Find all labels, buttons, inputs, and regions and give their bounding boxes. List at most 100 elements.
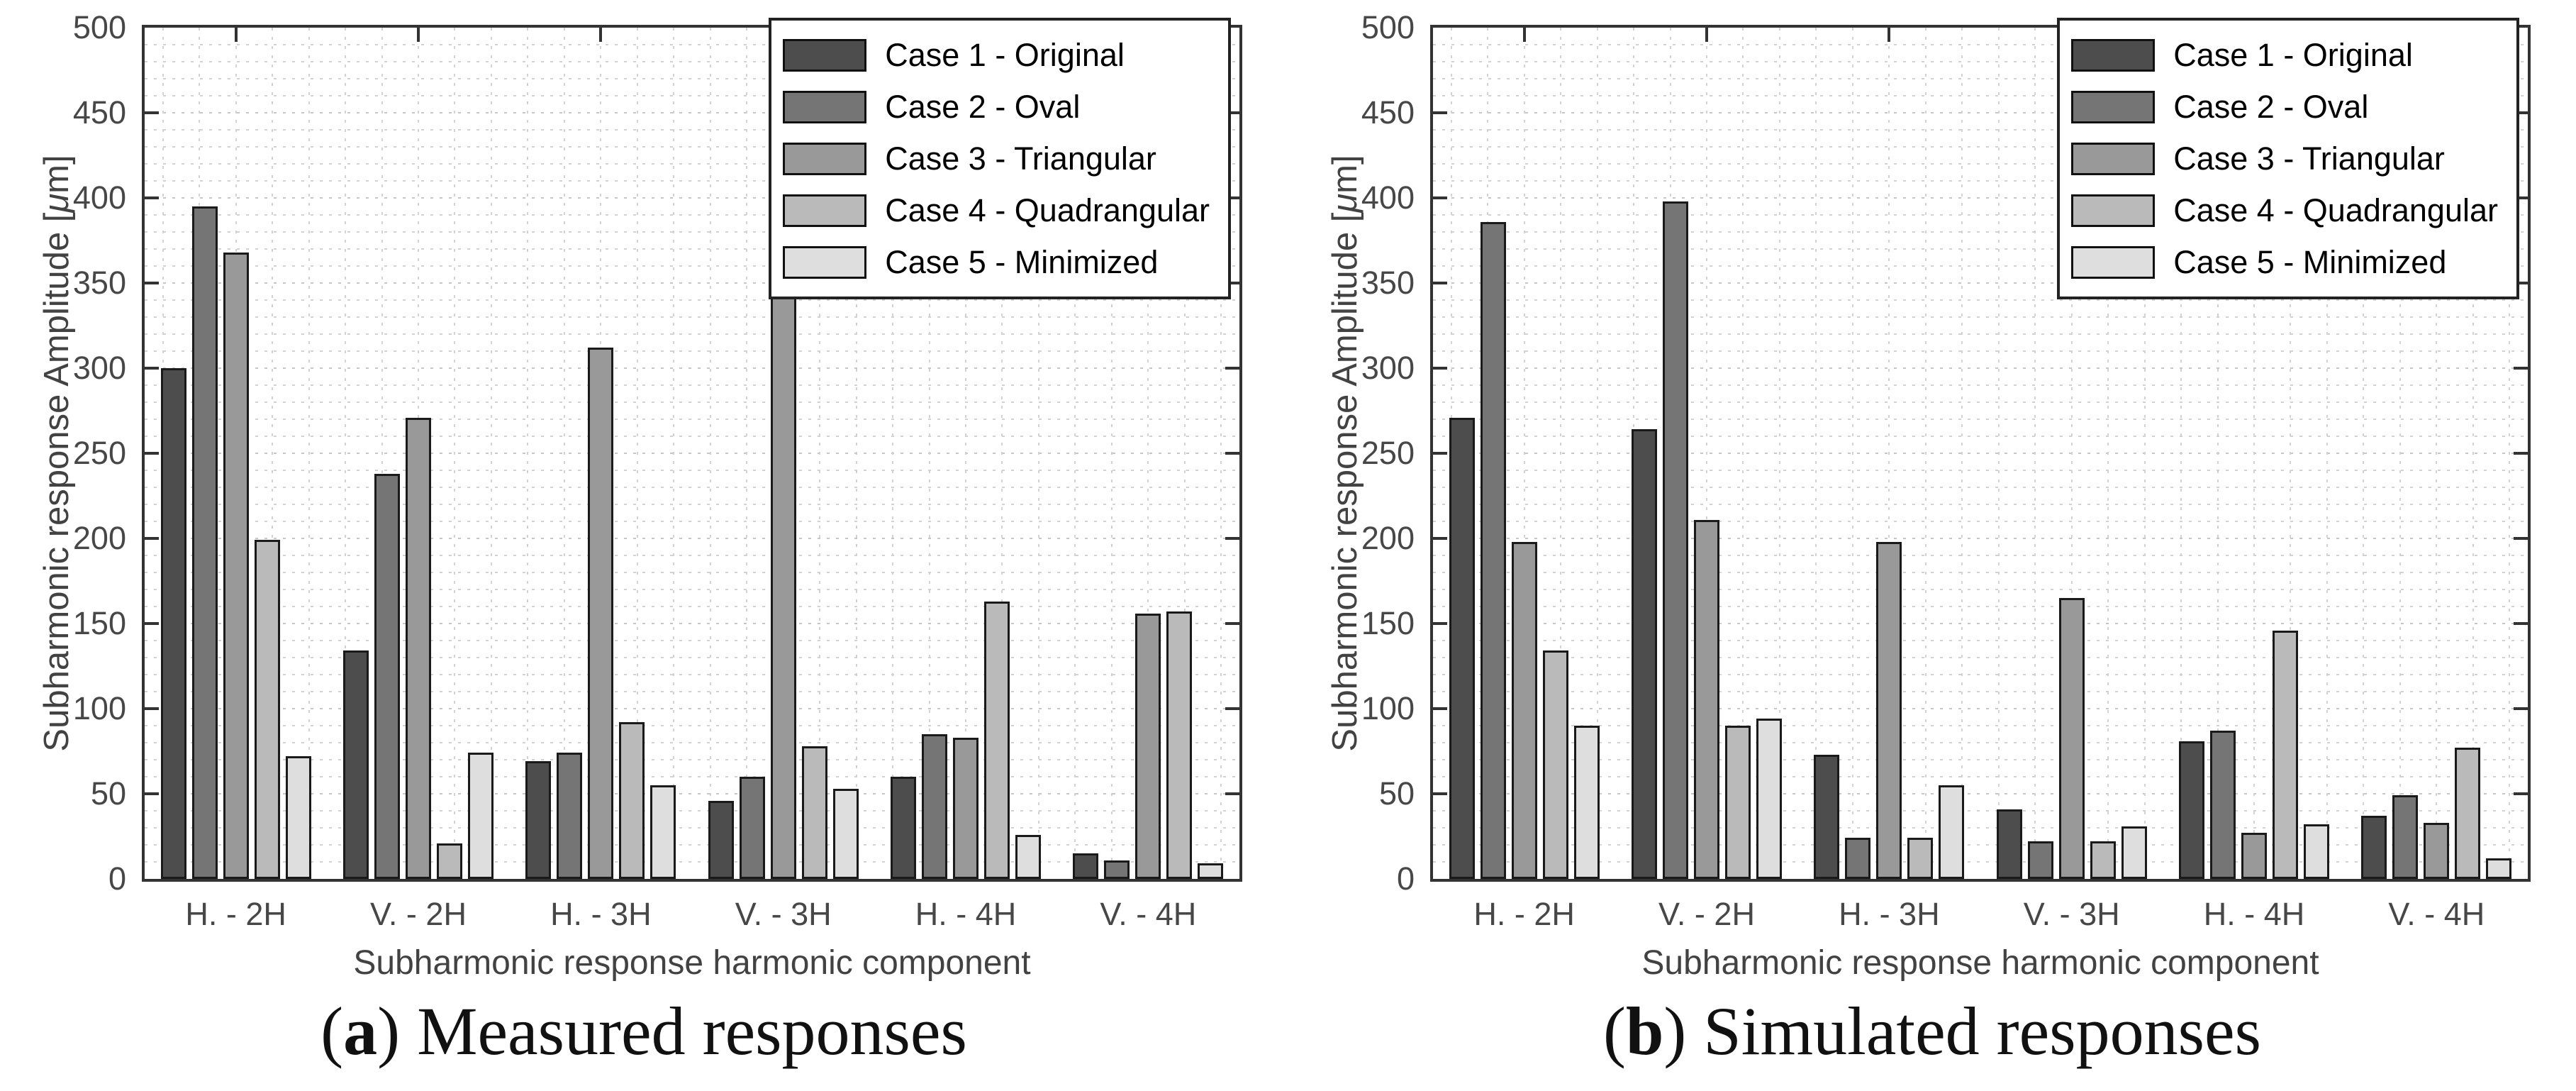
- x-tick-label: H. - 3H: [1839, 896, 1940, 932]
- legend-swatch: [783, 90, 867, 123]
- caption-paren-close: ): [377, 993, 401, 1069]
- gridline-horizontal: [145, 844, 1239, 846]
- gridline-horizontal: [1433, 555, 2528, 556]
- bar: [525, 761, 552, 879]
- gridline-horizontal: [1433, 861, 2528, 863]
- legend-row: Case 3 - Triangular: [783, 133, 1210, 184]
- y-tick-mark: [2514, 282, 2528, 284]
- gridline-horizontal: [1433, 333, 2528, 335]
- y-tick-mark: [1225, 452, 1239, 455]
- legend-swatch: [2071, 142, 2156, 175]
- bar: [223, 252, 249, 879]
- y-tick-mark: [1433, 622, 1447, 625]
- x-tick-label: H. - 2H: [1473, 896, 1575, 932]
- bar: [2121, 826, 2147, 879]
- gridline-horizontal: [145, 384, 1239, 386]
- legend-swatch: [2071, 194, 2156, 227]
- gridline-horizontal: [1433, 197, 2528, 199]
- bar: [1449, 417, 1475, 879]
- bar: [1073, 853, 1099, 879]
- gridline-vertical: [819, 28, 821, 879]
- bar: [1573, 726, 1600, 879]
- gridline-horizontal: [145, 282, 1239, 284]
- gridline-vertical: [965, 28, 966, 879]
- gridline-vertical: [1074, 28, 1076, 879]
- bar: [1694, 519, 1719, 879]
- legend-row: Case 2 - Oval: [783, 81, 1210, 133]
- x-tick-label: H. - 2H: [185, 896, 286, 932]
- y-tick-mark: [1433, 111, 1447, 114]
- bar: [2361, 816, 2387, 879]
- y-tick-mark: [1225, 196, 1239, 199]
- gridline-horizontal: [145, 572, 1239, 573]
- gridline-horizontal: [145, 861, 1239, 863]
- gridline-vertical: [636, 28, 638, 879]
- y-tick-label: 450: [72, 94, 126, 131]
- gridline-horizontal: [145, 44, 1239, 45]
- x-tick-label: V. - 4H: [1100, 896, 1197, 932]
- gridline-horizontal: [1433, 589, 2528, 590]
- x-tick-label: H. - 4H: [2203, 896, 2305, 932]
- legend-label: Case 3 - Triangular: [885, 140, 1156, 177]
- gridline-horizontal: [145, 589, 1239, 590]
- gridline-vertical: [2290, 28, 2292, 879]
- gridline-horizontal: [1433, 776, 2528, 777]
- gridline-horizontal: [145, 555, 1239, 556]
- y-tick-mark: [1225, 367, 1239, 370]
- gridline-horizontal: [1433, 708, 2528, 709]
- plot-area: Case 1 - Original Case 2 - Oval Case 3 - T…: [1430, 18, 2531, 882]
- caption: (a) Measured responses: [0, 992, 1288, 1071]
- bar: [2027, 841, 2053, 879]
- bar: [984, 601, 1010, 879]
- plot-inner: [1433, 28, 2528, 879]
- y-tick-mark: [145, 537, 159, 540]
- y-tick-label: 0: [108, 860, 126, 897]
- gridline-horizontal: [1433, 419, 2528, 420]
- gridline-horizontal: [145, 623, 1239, 624]
- gridline-horizontal: [1433, 367, 2528, 369]
- y-tick-label: 350: [72, 265, 126, 301]
- legend: Case 1 - Original Case 2 - Oval Case 3 - T…: [769, 18, 1231, 299]
- x-tick-label: V. - 3H: [735, 896, 832, 932]
- legend-row: Case 1 - Original: [2071, 29, 2498, 81]
- gridline-horizontal: [1433, 95, 2528, 96]
- gridline-vertical: [2326, 28, 2328, 879]
- gridline-vertical: [709, 28, 711, 879]
- bar: [650, 785, 676, 879]
- x-tick-mark: [1522, 28, 1526, 42]
- gridline-horizontal: [1433, 112, 2528, 113]
- plot-inner: [145, 28, 1239, 879]
- panel-measured: Subharmonic response Amplitude [μm] Case…: [0, 9, 1288, 1071]
- gridline-vertical: [2472, 28, 2474, 879]
- gridline-horizontal: [145, 436, 1239, 437]
- legend-label: Case 2 - Oval: [885, 88, 1081, 125]
- gridline-vertical: [2217, 28, 2219, 879]
- gridline-horizontal: [1433, 538, 2528, 539]
- y-tick-mark: [1433, 537, 1447, 540]
- bar: [1725, 726, 1751, 879]
- gridline-vertical: [855, 28, 857, 879]
- gridline-vertical: [345, 28, 347, 879]
- gridline-horizontal: [145, 231, 1239, 233]
- gridline-horizontal: [1433, 623, 2528, 624]
- gridline-horizontal: [145, 674, 1239, 675]
- x-tick-label: H. - 3H: [550, 896, 652, 932]
- bar: [801, 746, 827, 879]
- x-tick-mark: [1888, 28, 1891, 42]
- bar: [2179, 741, 2204, 879]
- gridline-vertical: [2070, 28, 2073, 879]
- gridline-horizontal: [1433, 657, 2528, 658]
- gridline-vertical: [1742, 28, 1744, 879]
- gridline-horizontal: [1433, 78, 2528, 79]
- x-tick-mark: [234, 28, 238, 42]
- gridline-horizontal: [1433, 759, 2528, 760]
- y-tick-label: 300: [72, 350, 126, 386]
- gridline-horizontal: [1433, 61, 2528, 62]
- bar: [1663, 201, 1688, 879]
- gridline-vertical: [2034, 28, 2036, 879]
- gridline-horizontal: [145, 401, 1239, 403]
- y-tick-label: 100: [72, 690, 126, 726]
- y-tick-mark: [2514, 707, 2528, 710]
- y-tick-mark: [2514, 196, 2528, 199]
- gridline-vertical: [1924, 28, 1927, 879]
